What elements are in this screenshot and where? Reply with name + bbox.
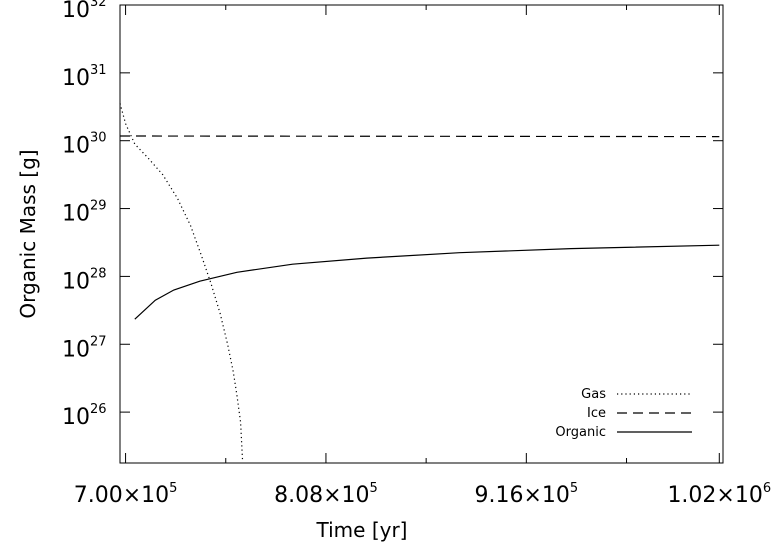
x-tick-label-exponent: 5 [570,481,578,496]
legend: Gas Ice Organic [555,387,692,440]
legend-label-ice: Ice [587,406,606,421]
x-tick-label-exponent: 6 [763,481,771,496]
y-tick-label: 1026 [62,402,107,430]
y-tick-label-base: 10 [62,269,90,294]
y-tick-label: 1027 [62,334,107,362]
x-tick-label-exponent: 5 [169,481,177,496]
y-tick-label-exponent: 27 [90,334,107,349]
plot-frame [119,4,724,464]
legend-label-organic: Organic [555,425,606,440]
y-tick-label-exponent: 31 [90,63,107,78]
y-tick-label-exponent: 32 [90,0,107,10]
x-tick-label-base: 1.02×10 [667,483,762,508]
y-tick-label-base: 10 [62,337,90,362]
y-axis-title: Organic Mass [g] [16,149,40,318]
y-tick-label: 1030 [62,131,107,159]
y-tick-label: 1032 [62,0,107,23]
x-axis-title: Time [yr] [316,518,408,542]
x-tick-label-base: 7.00×10 [74,483,169,508]
y-tick-label-base: 10 [62,0,90,23]
y-tick-label: 1029 [62,199,107,227]
series-line-gas [119,103,244,460]
y-tick-label-base: 10 [62,405,90,430]
x-tick-label-base: 8.08×10 [274,483,369,508]
y-tick-label: 1031 [62,63,107,91]
y-tick-label-exponent: 30 [90,131,107,146]
y-tick-label-base: 10 [62,66,90,91]
x-tick-label-exponent: 5 [370,481,378,496]
x-tick-label: 8.08×105 [274,481,378,508]
y-tick-label-base: 10 [62,202,90,227]
x-axis-ticks: 7.00×105 8.08×105 9.16×105 1.02×106 [74,5,771,508]
legend-label-gas: Gas [581,387,606,402]
y-tick-label: 1028 [62,266,107,294]
y-tick-label-exponent: 29 [90,199,107,214]
series-line-ice [119,135,720,138]
x-tick-label: 7.00×105 [74,481,178,508]
y-tick-label-exponent: 28 [90,266,107,281]
x-tick-label: 1.02×106 [667,481,771,508]
x-tick-label: 9.16×105 [474,481,578,508]
x-tick-label-base: 9.16×10 [474,483,569,508]
series-line-organic [134,244,720,320]
y-tick-label-exponent: 26 [90,402,107,417]
y-tick-label-base: 10 [62,134,90,159]
series-lines [119,103,720,460]
